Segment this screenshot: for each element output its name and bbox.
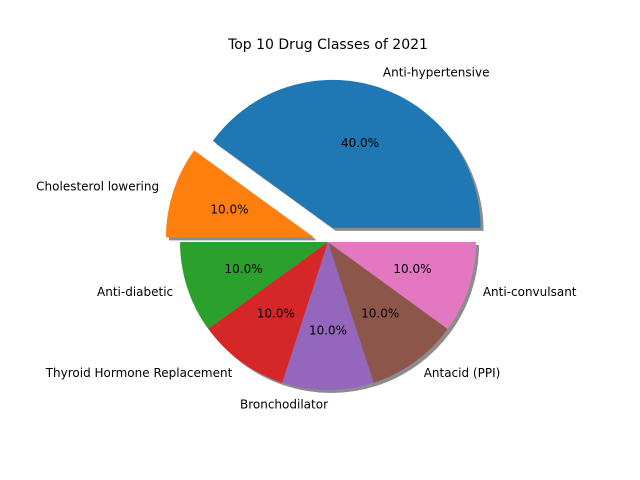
percent-label-anti-convulsant: 10.0% [393,262,431,276]
slice-label-antacid-ppi: Antacid (PPI) [424,366,501,380]
slice-label-anti-convulsant: Anti-convulsant [483,285,577,299]
slice-thyroid-hormone-replacement [208,242,328,383]
slice-label-anti-hypertensive: Anti-hypertensive [383,66,490,80]
slice-anti-convulsant [328,242,476,329]
slice-cholesterol-lowering [165,150,314,238]
percent-label-anti-hypertensive: 40.0% [341,136,379,150]
slice-antacid-ppi [328,242,448,383]
slice-label-anti-diabetic: Anti-diabetic [97,285,173,299]
percent-label-thyroid-hormone-replacement: 10.0% [257,306,295,320]
slice-label-bronchodilator: Bronchodilator [240,397,328,411]
slice-labels: Anti-hypertensive Cholesterol lowering Ant… [36,66,577,412]
percent-label-cholesterol-lowering: 10.0% [210,202,248,216]
pie-slices [165,79,481,391]
slice-label-thyroid-hormone-replacement: Thyroid Hormone Replacement [45,366,233,380]
percent-label-bronchodilator: 10.0% [309,323,347,337]
slice-anti-hypertensive [212,79,481,228]
slice-anti-diabetic [180,242,328,329]
percent-labels: 40.0% 10.0% 10.0% 10.0% 10.0% 10.0% 10.0% [210,136,431,337]
chart-title: Top 10 Drug Classes of 2021 [227,37,428,53]
percent-label-antacid-ppi: 10.0% [361,306,399,320]
slice-label-cholesterol-lowering: Cholesterol lowering [36,180,159,194]
percent-label-anti-diabetic: 10.0% [224,262,262,276]
slice-bronchodilator [282,242,374,391]
